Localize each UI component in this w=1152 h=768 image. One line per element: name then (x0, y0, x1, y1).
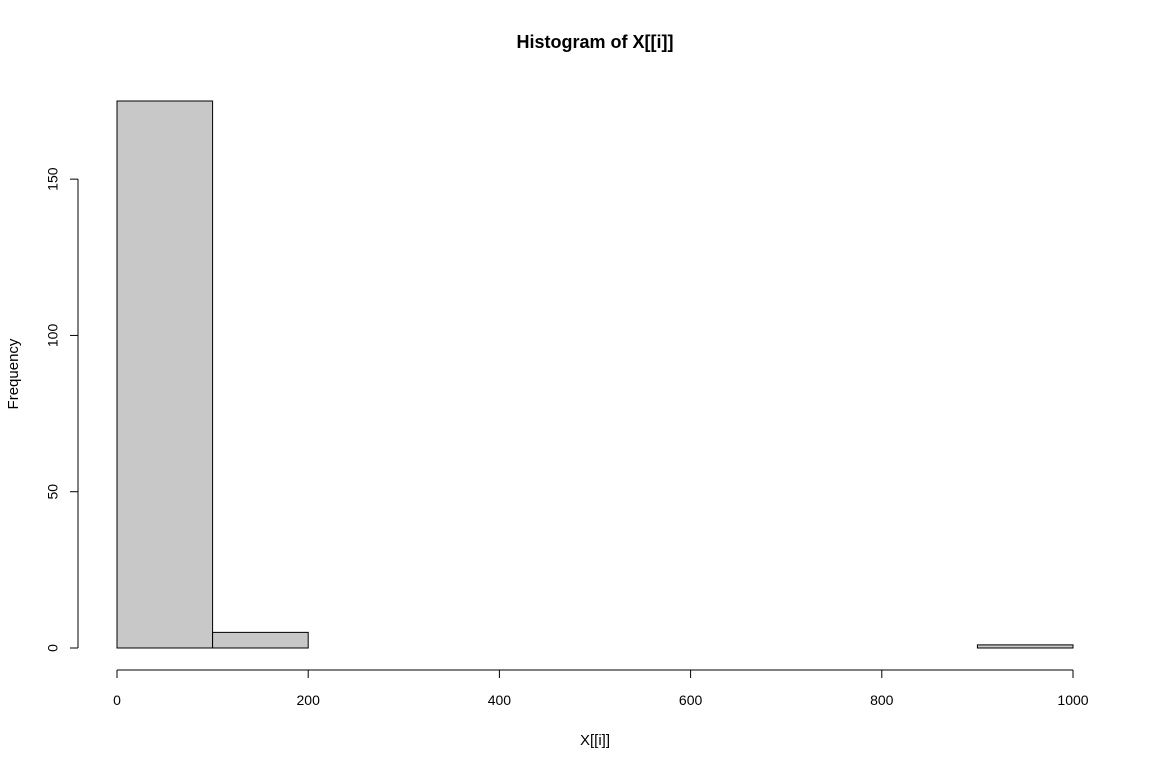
x-tick-label: 200 (297, 692, 321, 708)
x-axis: 0 200 400 600 800 1000 (113, 669, 1089, 708)
y-tick-label: 100 (45, 324, 61, 348)
y-tick-label: 150 (45, 167, 61, 191)
histogram-bar-0 (116, 100, 214, 649)
histogram-bar-9 (976, 644, 1074, 649)
x-tick-label: 600 (679, 692, 703, 708)
histogram-bar-1 (212, 631, 309, 649)
x-axis-label: X[[i]] (580, 732, 610, 749)
y-axis-label: Frequency (5, 338, 22, 409)
x-tick-label: 1000 (1057, 692, 1088, 708)
x-tick-label: 400 (488, 692, 512, 708)
chart-title: Histogram of X[[i]] (517, 32, 674, 52)
y-axis: 0 50 100 150 (45, 167, 79, 652)
bars-group (116, 100, 1074, 649)
x-tick-label: 0 (113, 692, 121, 708)
x-tick-label: 800 (870, 692, 894, 708)
y-tick-label: 0 (45, 644, 61, 652)
y-tick-label: 50 (45, 484, 61, 500)
